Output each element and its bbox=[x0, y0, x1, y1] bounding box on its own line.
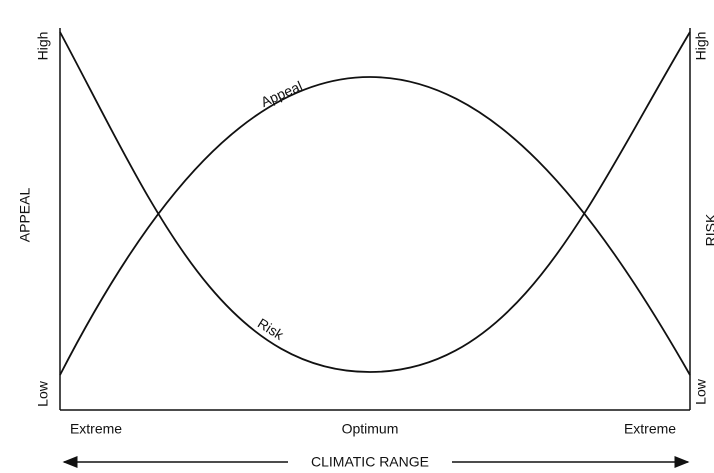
axis-low-label: Low bbox=[35, 380, 51, 407]
curve-label: Risk bbox=[255, 315, 287, 344]
appeal-curve bbox=[59, 76, 691, 376]
axis-low-label: Low bbox=[693, 378, 709, 405]
x-label: Extreme bbox=[70, 421, 122, 437]
axis-high-label: High bbox=[693, 32, 709, 61]
x-label: Extreme bbox=[624, 421, 676, 437]
curve-label: Appeal bbox=[258, 78, 304, 110]
risk-curve bbox=[59, 31, 691, 373]
x-label: Optimum bbox=[342, 421, 399, 437]
axis-title: APPEAL bbox=[17, 188, 33, 243]
x-axis-title: CLIMATIC RANGE bbox=[311, 454, 429, 470]
axis-title: RISK bbox=[703, 213, 714, 246]
axis-high-label: High bbox=[35, 32, 51, 61]
